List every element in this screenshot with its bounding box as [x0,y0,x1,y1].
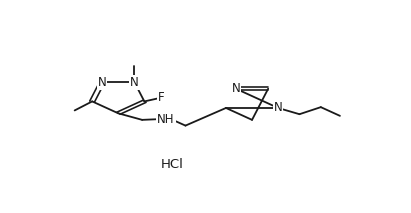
Text: F: F [158,91,165,104]
Text: N: N [98,76,106,89]
Text: N: N [274,101,282,114]
Text: NH: NH [157,112,175,125]
Text: N: N [130,76,139,89]
Text: N: N [231,82,240,95]
Text: HCl: HCl [161,158,184,171]
